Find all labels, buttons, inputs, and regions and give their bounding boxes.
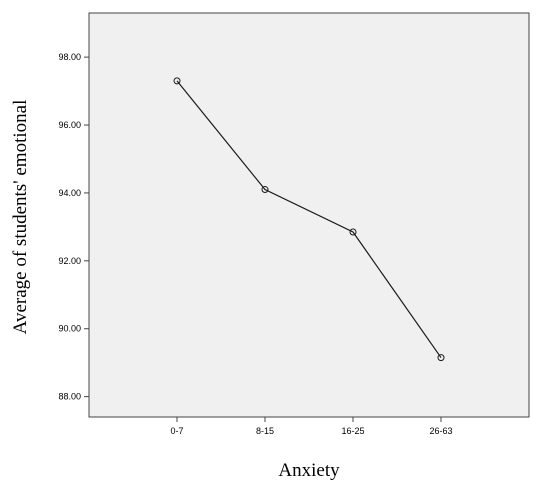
y-axis: 88.00 90.00 92.00 94.00 96.00 98.00 [58,52,89,402]
data-points [173,77,445,362]
data-point [261,186,269,194]
data-point [173,77,181,85]
series-line [176,80,442,358]
x-tick-label: 26-63 [429,426,452,436]
y-tick-label: 98.00 [58,52,81,62]
x-tick-label: 8-15 [256,426,274,436]
x-axis: 0-7 8-15 16-25 26-63 [170,417,453,436]
data-point [349,228,357,236]
y-axis-title: Average of students' emotional [10,100,31,335]
y-tick-label: 96.00 [58,120,81,130]
y-tick-label: 92.00 [58,256,81,266]
y-tick-label: 94.00 [58,188,81,198]
x-axis-title: Anxiety [278,460,340,481]
data-point [437,354,445,362]
y-tick-label: 90.00 [58,324,81,334]
x-tick-label: 0-7 [170,426,183,436]
y-tick-label: 88.00 [58,392,81,402]
plot-area [88,12,530,418]
x-tick-label: 16-25 [341,426,364,436]
